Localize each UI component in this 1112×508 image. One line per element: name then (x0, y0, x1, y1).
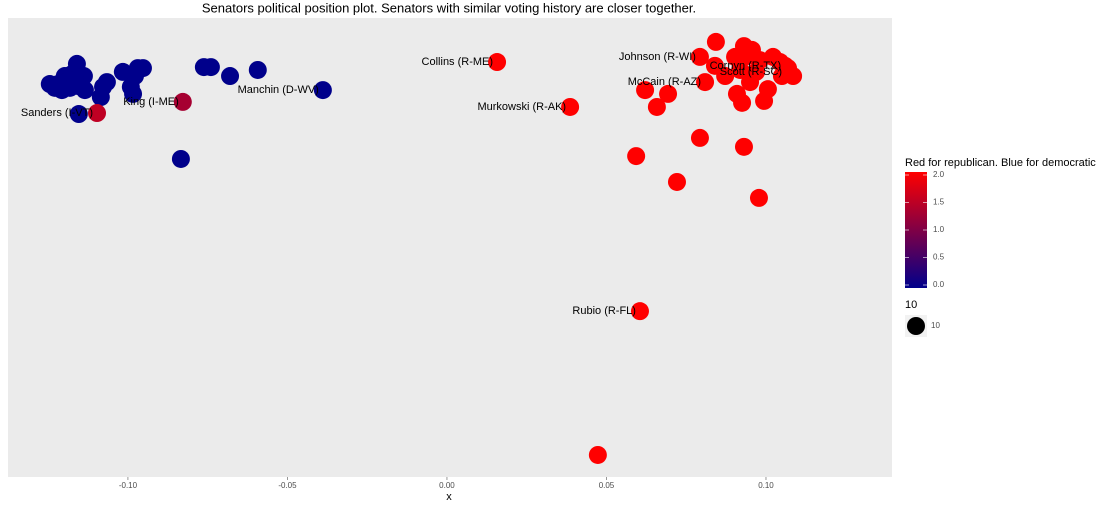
senator-label: Rubio (R-FL) (572, 305, 636, 317)
senator-label: Sanders (I-VT) (21, 107, 93, 119)
senator-point (647, 97, 666, 116)
senator-point (69, 105, 88, 124)
color-bar (905, 172, 927, 288)
senator-label: Manchin (D-WV) (238, 84, 319, 96)
senator-point (734, 137, 753, 156)
senator-label: Johnson (R-WI) (619, 51, 696, 63)
senator-point (133, 59, 152, 78)
senator-point (690, 128, 709, 147)
x-tick-label: -0.10 (119, 481, 138, 490)
size-key-label: 10 (931, 321, 940, 330)
color-legend-title: Red for republican. Blue for democratic (905, 157, 1096, 169)
size-key (907, 317, 925, 335)
senator-point (124, 84, 143, 103)
senator-point (705, 56, 724, 75)
x-tick-label: 0.00 (439, 481, 455, 490)
senator-point (726, 47, 745, 66)
color-bar-label: 0.0 (933, 280, 945, 289)
chart-title: Senators political position plot. Senato… (202, 0, 696, 15)
senator-point (706, 32, 725, 51)
senator-point (88, 104, 107, 123)
senator-point (65, 70, 84, 89)
senator-label: King (I-ME) (123, 96, 179, 108)
senator-point (627, 147, 646, 166)
senator-label: Collins (R-ME) (422, 56, 494, 68)
senator-point (636, 81, 655, 100)
senator-point (173, 92, 192, 111)
color-bar-label: 1.0 (933, 225, 945, 234)
color-bar-label: 1.5 (933, 198, 945, 207)
senator-point (97, 73, 116, 92)
senator-label: Scott (R-SC) (720, 66, 782, 78)
size-legend-title: 10 (905, 299, 917, 311)
senator-label: Murkowski (R-AK) (477, 101, 566, 113)
senator-label: McCain (R-AZ) (628, 76, 701, 88)
senator-point (742, 40, 761, 59)
senator-point (696, 73, 715, 92)
x-tick-label: 0.05 (599, 481, 615, 490)
senator-point (313, 81, 332, 100)
senator-point (749, 188, 768, 207)
x-tick-label: -0.05 (278, 481, 297, 490)
senator-point (248, 60, 267, 79)
senator-point (630, 302, 649, 321)
senator-point (741, 73, 760, 92)
senator-point (667, 172, 686, 191)
senator-point (690, 47, 709, 66)
senator-point (777, 62, 796, 81)
senator-point (758, 80, 777, 99)
x-axis-label: x (446, 491, 452, 503)
color-bar-label: 2.0 (933, 170, 945, 179)
senator-point (733, 93, 752, 112)
senator-label: Cornyn (R-TX) (710, 60, 782, 72)
senator-point (588, 445, 607, 464)
senator-point (171, 149, 190, 168)
senator-point (488, 53, 507, 72)
color-bar-label: 0.5 (933, 253, 945, 262)
senator-point (659, 84, 678, 103)
senator-point (221, 67, 240, 86)
x-tick-label: 0.10 (758, 481, 774, 490)
senator-point (561, 97, 580, 116)
senator-point (201, 58, 220, 77)
